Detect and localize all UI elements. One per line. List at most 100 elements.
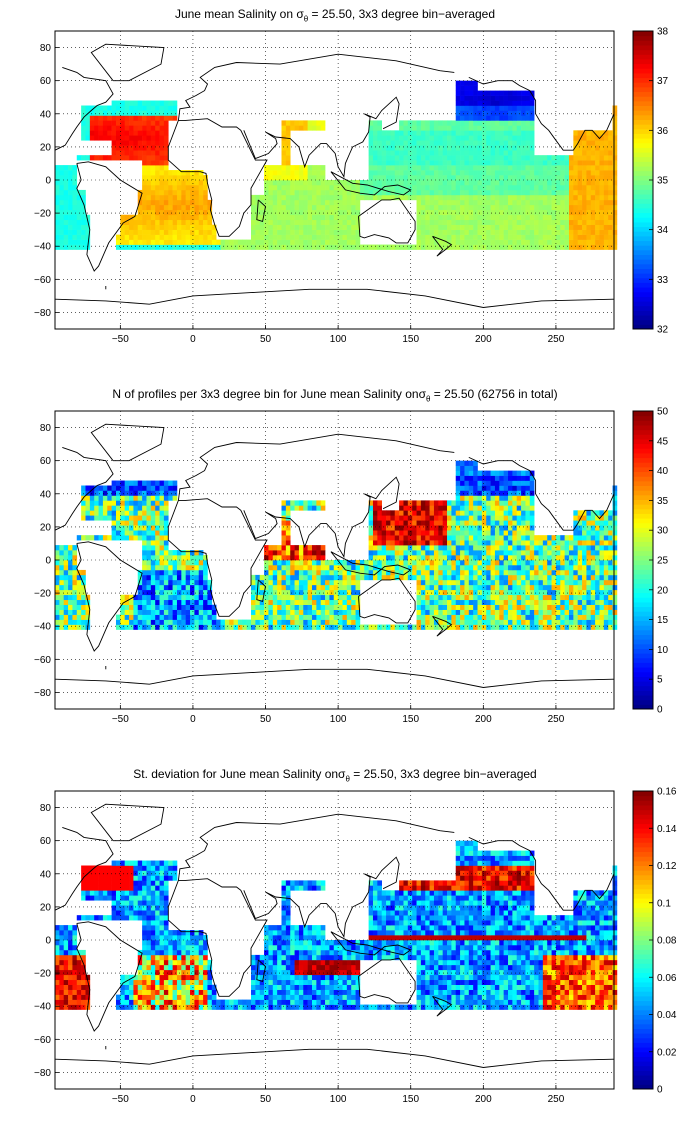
data-cell: [464, 569, 470, 576]
data-cell: [386, 165, 391, 171]
data-cell: [425, 545, 430, 551]
data-cell: [586, 520, 592, 526]
data-cell: [85, 239, 91, 245]
data-cell: [176, 555, 182, 561]
data-cell: [259, 584, 265, 591]
data-cell: [102, 125, 108, 131]
data-cell: [150, 214, 156, 221]
data-cell: [272, 609, 278, 615]
data-cell: [259, 599, 265, 605]
data-cell: [76, 589, 82, 596]
data-cell: [294, 175, 300, 181]
data-cell: [538, 204, 544, 211]
data-cell: [137, 510, 143, 516]
data-cell: [159, 150, 165, 156]
data-cell: [124, 619, 130, 625]
data-cell: [455, 115, 461, 121]
data-cell: [425, 239, 430, 245]
data-cell: [603, 555, 609, 561]
data-cell: [163, 189, 169, 196]
data-cell: [390, 180, 396, 186]
data-cell: [503, 624, 509, 630]
data-cell: [438, 224, 443, 230]
data-cell: [311, 165, 317, 171]
data-cell: [163, 184, 169, 191]
data-cell: [355, 619, 361, 625]
data-cell: [316, 555, 322, 561]
data-cell: [316, 175, 322, 181]
data-cell: [307, 569, 313, 576]
data-cell: [207, 614, 213, 620]
data-cell: [529, 170, 535, 176]
data-cell: [490, 165, 496, 171]
data-cell: [115, 110, 121, 116]
data-cell: [390, 520, 396, 526]
data-cell: [172, 184, 178, 191]
data-cell: [185, 219, 191, 225]
data-cell: [433, 564, 439, 571]
data-cell: [394, 135, 400, 141]
data-cell: [608, 145, 613, 151]
data-cell: [198, 599, 204, 605]
data-cell: [290, 614, 295, 620]
data-cell: [468, 555, 474, 561]
data-cell: [163, 560, 169, 566]
data-cell: [85, 224, 91, 230]
data-cell: [521, 515, 526, 521]
data-cell: [486, 199, 491, 206]
data-cell: [429, 555, 435, 561]
data-cell: [582, 535, 587, 541]
data-cell: [290, 170, 295, 176]
data-cell: [76, 594, 82, 601]
data-cell: [55, 244, 60, 250]
data-cell: [333, 564, 339, 571]
data-cell: [538, 219, 544, 225]
data-cell: [281, 550, 287, 556]
data-cell: [477, 90, 483, 96]
data-cell: [416, 239, 422, 245]
data-cell: [207, 244, 213, 250]
data-cell: [512, 219, 518, 225]
data-cell: [573, 599, 579, 605]
data-cell: [55, 550, 60, 556]
colorbar-segment: [633, 207, 653, 214]
data-cell: [381, 165, 387, 171]
data-cell: [81, 594, 86, 601]
data-cell: [298, 165, 304, 171]
data-cell: [281, 555, 287, 561]
data-cell: [142, 155, 147, 161]
data-cell: [137, 120, 143, 126]
data-cell: [499, 505, 504, 511]
data-cell: [481, 189, 487, 196]
data-cell: [390, 510, 396, 516]
data-cell: [516, 584, 522, 591]
data-cell: [608, 515, 613, 521]
y-tick-label: 0: [45, 176, 51, 187]
data-cell: [185, 204, 191, 211]
data-cell: [368, 130, 374, 136]
data-cell: [111, 115, 117, 121]
data-cell: [176, 175, 182, 181]
data-cell: [390, 150, 396, 156]
data-cell: [455, 234, 461, 240]
data-cell: [499, 180, 504, 186]
data-cell: [303, 244, 308, 250]
data-cell: [329, 589, 335, 596]
data-cell: [481, 244, 487, 250]
data-cell: [294, 199, 300, 206]
data-cell: [425, 135, 430, 141]
colorbar-segment: [633, 287, 653, 293]
data-cell: [390, 624, 396, 630]
data-cell: [386, 140, 391, 146]
data-cell: [285, 624, 291, 630]
data-cell: [59, 555, 65, 561]
data-cell: [425, 120, 430, 126]
data-cell: [111, 120, 117, 126]
data-cell: [72, 234, 78, 240]
data-cell: [181, 214, 186, 221]
data-cell: [433, 229, 439, 235]
data-cell: [503, 100, 509, 106]
data-cell: [412, 140, 417, 146]
data-cell: [577, 214, 583, 221]
data-cell: [508, 579, 513, 586]
